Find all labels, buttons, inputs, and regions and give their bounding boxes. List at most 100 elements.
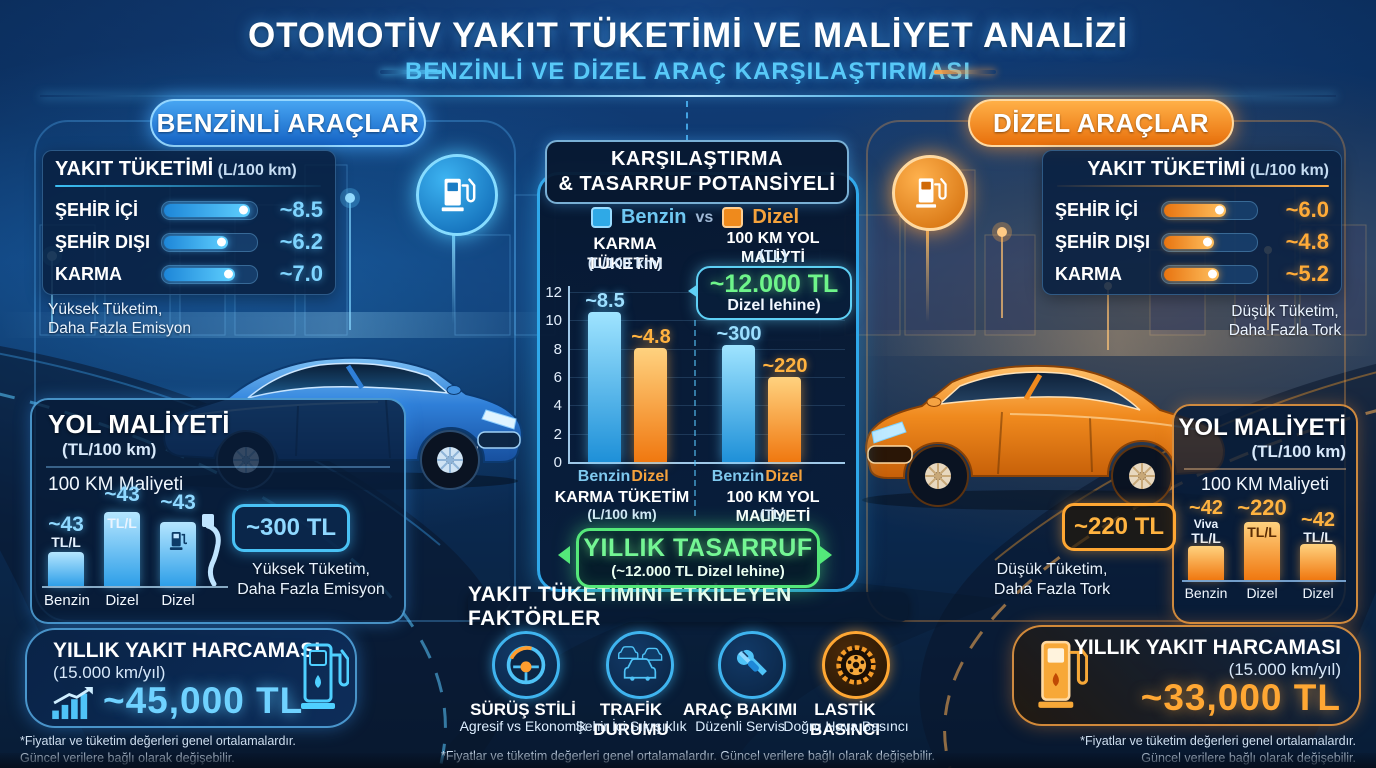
cost-bar-group: ~220 TL/L [1237,497,1287,580]
factor-title: SÜRÜŞ STİLİ [470,700,576,719]
page-subtitle: BENZİNLİ VE DİZEL ARAÇ KARŞILAŞTIRMASI [404,58,971,85]
page-title: OTOMOTİV YAKIT TÜKETİMİ VE MALİYET ANALİ… [247,16,1129,55]
y-axis-line [568,286,570,463]
fuel-row-value: ~8.5 [279,197,323,222]
gridline [568,377,845,378]
fuel-row-value: ~7.0 [279,261,323,286]
comparison-title-line2: & TASARRUF POTANSİYELİ [558,173,836,195]
fuel-nozzle-icon [202,514,221,586]
cost-bar-unit: TL/L [1247,524,1277,540]
tools-icon [718,631,786,699]
fuel-pump-glyph-icon [169,532,188,550]
header-divider-line [40,95,1336,97]
benzinli-fuel-panel: YAKIT TÜKETİMİ (L/100 km) ŞEHİR İÇİ ~8.5… [42,150,336,295]
savings-bubble: ~12.000 TL Dizel lehine) [696,266,852,320]
fuel-row: KARMA ~5.2 [1055,261,1329,287]
cost-bar-value: ~42 [1189,497,1223,519]
legend-vs-label: vs [695,208,714,226]
fuel-pump-icon [892,155,968,231]
cost-title: YOL MALİYETİ [1178,414,1346,441]
chart-caption1-title: KARMA TÜKETİM [554,489,690,506]
fuel-row-label: ŞEHİR İÇİ [1055,199,1139,220]
factor-title: ARAÇ BAKIMI [682,700,798,719]
savings-title: YILLIK TASARRUF [583,534,813,563]
factor-subtitle: Agresif vs Ekonomik [459,718,587,734]
cost-subtitle: 100 KM Maliyeti [1200,474,1330,494]
y-axis-tick: 8 [553,341,562,358]
note-line: Daha Fazla Tork [1228,322,1342,340]
chart-legend: Benzin vs Dizel [537,206,853,229]
annual-amount: ~45,000 TL [103,680,304,721]
dizel-section-badge: DİZEL ARAÇLAR [968,99,1234,147]
cost-badge: ~220 TL [1062,503,1176,551]
fuel-pump-icon [1038,640,1088,708]
x-axis-label: Benzin [577,468,631,485]
fuel-row: ŞEHİR DIŞI ~6.2 [55,229,323,255]
gridline [568,320,845,321]
cost-note: Yüksek Tüketim, Daha Fazla Emisyon [227,560,395,600]
divider [1184,468,1346,470]
y-axis-tick: 4 [553,397,562,414]
fuel-row-value: ~5.2 [1285,261,1329,286]
legend-benzin-label: Benzin [620,206,687,228]
chart-bar-benzin-karma [588,312,621,462]
fuel-row: ŞEHİR İÇİ ~8.5 [55,197,323,223]
cost-bar-label: Benzin [44,592,90,609]
divider [46,466,390,468]
cost-bar-label: Dizel [105,592,139,609]
cost-unit: (TL/100 km) [62,440,157,459]
dizel-cost-panel: YOL MALİYETİ (TL/100 km) 100 KM Maliyeti… [1172,404,1358,624]
fuel-row: ŞEHİR DIŞI ~4.8 [1055,229,1329,255]
note-line: Düşük Tüketim, [1231,303,1339,320]
cost-baseline [42,586,228,588]
cost-bar: TL/L [104,512,140,586]
fuel-pump-icon [416,154,498,236]
fuel-meter [1161,232,1258,252]
dizel-fuel-note: Düşük Tüketim, Daha Fazla Tork [1215,302,1355,341]
y-axis-tick: 2 [553,426,562,443]
legend-dizel-label: Dizel [752,206,800,228]
benzinli-cost-panel: YOL MALİYETİ (TL/100 km) 100 KM Maliyeti… [30,398,406,624]
savings-left-chevron [558,546,570,564]
comparison-title-line1: KARŞILAŞTIRMA [610,148,784,170]
benzinli-fuel-title: YAKIT TÜKETİMİ [55,158,214,180]
fuel-meter [1161,200,1258,220]
note-line: Yüksek Tüketim, [48,301,163,318]
cost-note: Düşük Tüketim, Daha Fazla Tork [972,560,1132,600]
benzinli-section-badge: BENZİNLİ ARAÇLAR [150,99,426,147]
subtitle-left-dash [380,70,442,74]
factor-subtitle: Düzenli Servis [695,718,785,734]
dizel-fuel-panel: YAKIT TÜKETİMİ (L/100 km) ŞEHİR İÇİ ~6.0… [1042,150,1342,295]
benzinli-annual-panel: YILLIK YAKIT HARCAMASI (15.000 km/yıl) ~… [25,628,357,728]
chart-caption1-unit: (L/100 km) [587,506,657,522]
chart-col1-title: KARMA TÜKETİM [587,234,663,274]
cost-bar-group: ~42 Viva TL/L [1184,498,1228,580]
cost-badge: ~300 TL [232,504,350,552]
savings-right-chevron [820,546,832,564]
cost-bar-group: ~43 [156,492,200,586]
factor-subtitle: Şehir İçi Sıkrşıklık [575,718,687,734]
factors-title: YAKIT TÜKETİMİNİ ETKİLEYEN FAKTÖRLER [468,583,792,630]
bubble-tail [688,284,698,298]
fuel-row-label: KARMA [55,263,122,284]
x-axis-line [568,462,845,464]
bar-value-label: ~4.8 [631,326,671,348]
cost-bar-group: ~43 TL/L [44,500,88,586]
icon-pole [452,228,455,324]
benzinli-badge-label: BENZİNLİ ARAÇLAR [156,107,420,138]
fuel-meter [161,232,258,252]
comparison-header: KARŞILAŞTIRMA & TASARRUF POTANSİYELİ [545,140,849,204]
cost-bar-unit2: Viva [1193,517,1219,531]
dizel-fuel-title: YAKIT TÜKETİMİ [1087,158,1246,180]
cost-bar-value: ~43 [48,513,84,536]
fuel-row: KARMA ~7.0 [55,261,323,287]
cost-bar [1188,546,1224,580]
cost-bar-unit: TL/L [51,534,81,550]
footnote-line: *Fiyatlar ve tüketim değerleri genel ort… [20,734,296,748]
cost-baseline [1182,580,1346,582]
y-axis-tick: 0 [553,454,562,471]
fuel-pump-icon [301,643,349,709]
note-line: Daha Fazla Tork [993,581,1111,598]
tire-icon [822,631,890,699]
divider [55,185,321,187]
